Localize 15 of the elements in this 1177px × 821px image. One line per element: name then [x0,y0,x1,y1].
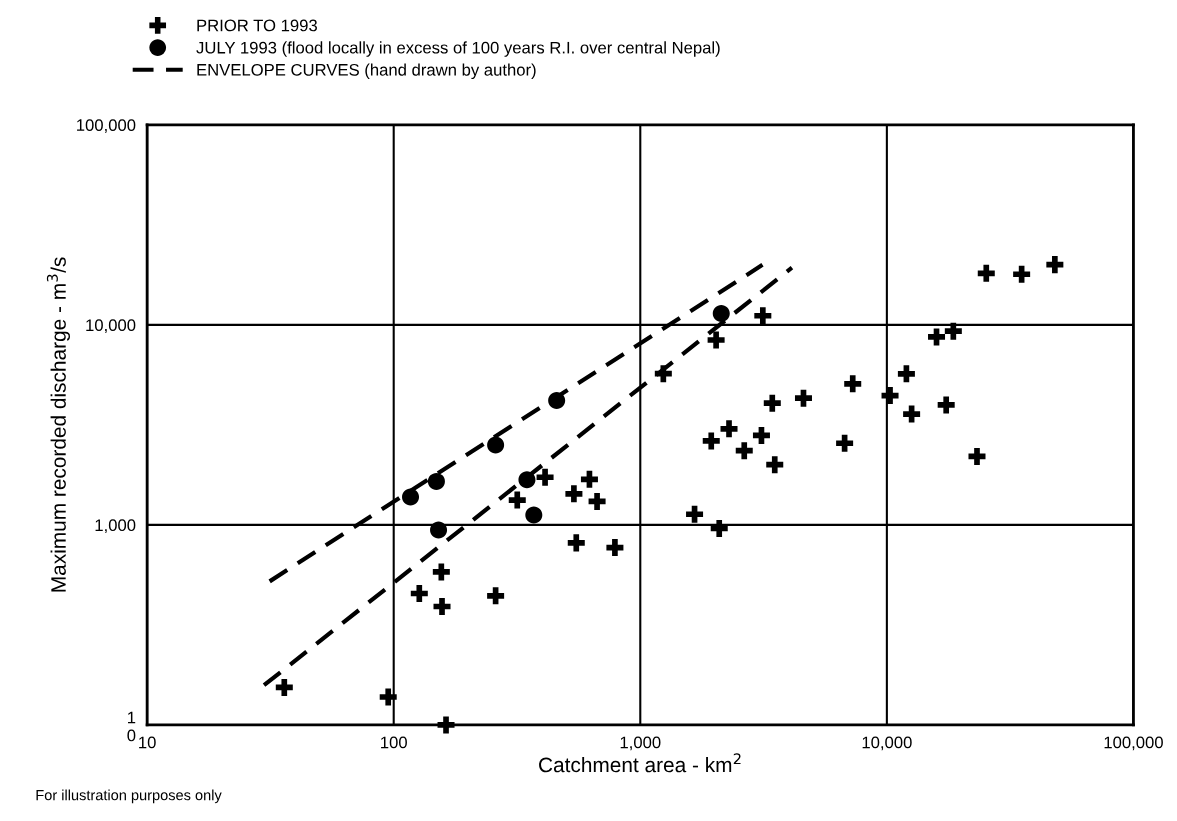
x-axis-title: Catchment area - km$^{2}$ [539,753,741,773]
legend-label: PRIOR TO 1993 [197,19,317,32]
x-tick-label: 100 [381,736,407,749]
y-tick-label: 10,000 [86,319,136,334]
text: For illustration purposes only [36,789,222,804]
y-tick-label: 1 0 [127,711,136,742]
x-tick-label: 10 [139,736,156,749]
x-tick-label: 100,000 [1104,736,1163,751]
legend-label: ENVELOPE CURVES (hand drawn by author) [197,63,536,80]
y-tick-label: 1,000 [95,519,136,534]
legend-label: JULY 1993 (flood locally in excess of 100 years R.I. over central Nepal) [196,41,720,57]
y-axis-title: Maximum recorded discharge - m$^{3}$/s [46,257,71,592]
x-tick-label: 10,000 [862,736,912,751]
y-tick-label: 100,000 [77,119,136,133]
x-tick-label: 1,000 [620,736,661,751]
